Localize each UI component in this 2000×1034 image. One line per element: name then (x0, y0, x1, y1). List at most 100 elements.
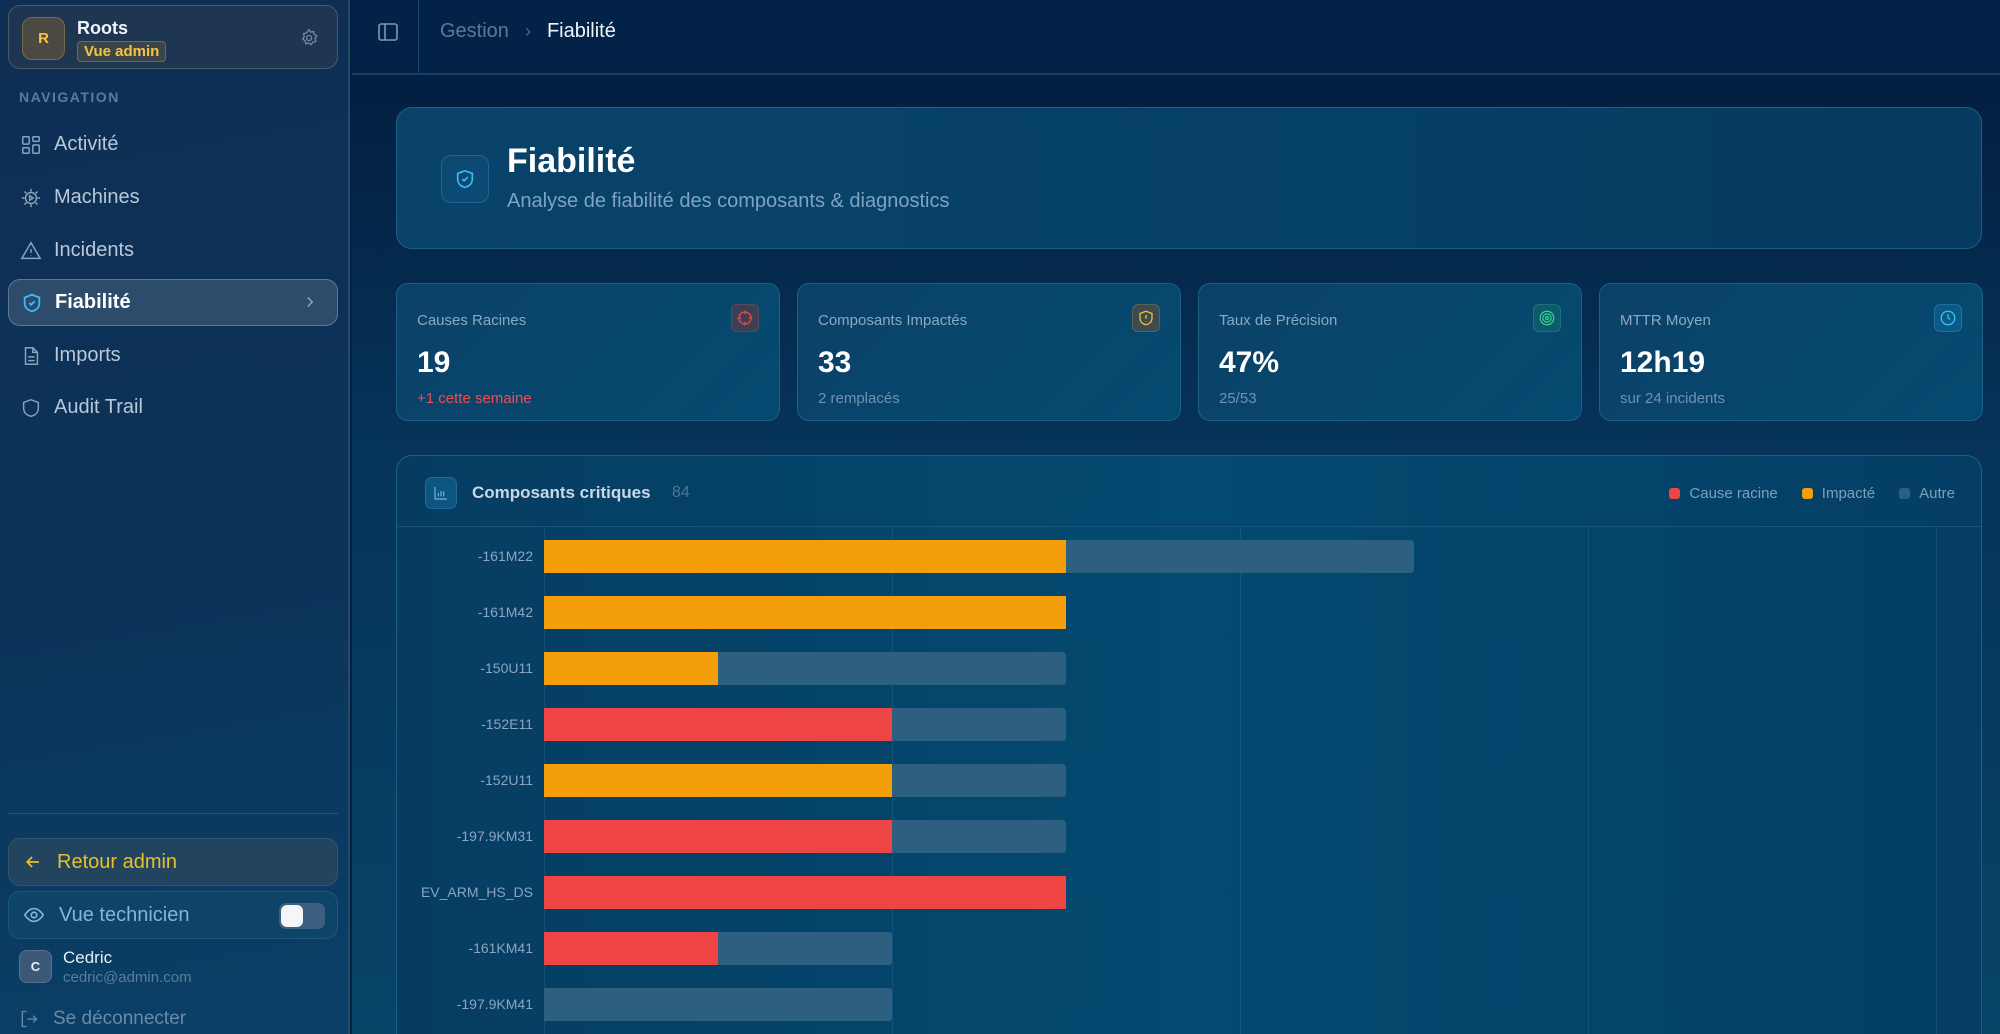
bar-segment-autre[interactable] (1066, 540, 1414, 573)
user-avatar: C (19, 950, 52, 983)
grid-line (1240, 528, 1241, 1034)
chart-row[interactable]: -197.9KM41 (397, 988, 1981, 1021)
legend-item-other[interactable]: Autre (1899, 485, 1955, 502)
sidebar-item-imports[interactable]: Imports (8, 332, 338, 379)
stat-value: 33 (818, 346, 852, 379)
breadcrumb-current: Fiabilité (546, 20, 616, 42)
bar-segment-autre[interactable] (892, 820, 1066, 853)
bar-segment-cause-racine[interactable] (544, 820, 892, 853)
bar-segment-impacté[interactable] (544, 596, 1066, 629)
sidebar-toggle-icon[interactable] (376, 20, 400, 44)
topbar-separator (418, 0, 419, 75)
sidebar-item-audit-trail[interactable]: Audit Trail (8, 384, 338, 431)
target-icon (1533, 304, 1561, 332)
critical-components-chart: Composants critiques 84 Cause racine Imp… (396, 455, 1982, 1034)
page-header: Fiabilité Analyse de fiabilité des compo… (396, 107, 1982, 249)
sidebar-item-machines[interactable]: Machines (8, 174, 338, 221)
chart-legend: Cause racine Impacté Autre (1669, 485, 1955, 502)
bar-segment-autre[interactable] (718, 652, 1066, 685)
row-label: -161KM41 (468, 940, 533, 956)
row-label: -161M42 (477, 604, 533, 620)
legend-item-root-cause[interactable]: Cause racine (1669, 485, 1778, 502)
sidebar-item-fiabilite[interactable]: Fiabilité (8, 279, 338, 326)
back-to-admin-label: Retour admin (57, 850, 178, 873)
chart-row[interactable]: -161KM41 (397, 932, 1981, 965)
org-avatar: R (22, 17, 65, 60)
shield-check-icon (441, 155, 489, 203)
bar-segment-cause-racine[interactable] (544, 876, 1066, 909)
row-label: -152E11 (481, 716, 533, 732)
toggle-knob (281, 905, 303, 927)
row-label: -197.9KM41 (456, 996, 533, 1012)
stat-label: Composants Impactés (818, 312, 968, 329)
crosshair-icon (731, 304, 759, 332)
shield-alert-icon (1132, 304, 1160, 332)
bar-chart-icon (425, 477, 457, 509)
legend-swatch (1899, 488, 1911, 499)
arrow-left-icon (23, 852, 43, 872)
chart-row[interactable]: -197.9KM31 (397, 820, 1981, 853)
bar-segment-impacté[interactable] (544, 540, 1066, 573)
sidebar-item-label: Audit Trail (54, 396, 143, 418)
chart-row[interactable]: -152U11 (397, 764, 1981, 797)
legend-swatch (1669, 488, 1681, 499)
stat-card-impacted-components: Composants Impactés 33 2 remplacés (797, 283, 1181, 421)
user-name: Cedric (63, 948, 113, 967)
legend-swatch (1801, 488, 1813, 499)
stat-label: MTTR Moyen (1620, 312, 1711, 329)
bar-segment-impacté[interactable] (544, 652, 718, 685)
bar-segment-autre[interactable] (718, 932, 892, 965)
chart-row[interactable]: -152E11 (397, 708, 1981, 741)
stat-value: 19 (417, 346, 451, 379)
sidebar-item-label: Imports (54, 344, 121, 366)
sidebar-item-label: Activité (54, 133, 119, 155)
main-content: Fiabilité Analyse de fiabilité des compo… (352, 77, 2000, 1034)
technician-view-label: Vue technicien (59, 903, 190, 926)
user-email: cedric@admin.com (63, 969, 192, 986)
warning-icon (20, 240, 42, 262)
chevron-right-icon: › (524, 21, 531, 41)
bar-segment-impacté[interactable] (544, 764, 892, 797)
sidebar-divider (8, 813, 338, 814)
breadcrumb-gestion[interactable]: Gestion (440, 20, 509, 42)
chart-row[interactable]: -150U11 (397, 652, 1981, 685)
clock-icon (1934, 304, 1962, 332)
nav-heading: NAVIGATION (19, 89, 120, 105)
sidebar-item-activite[interactable]: Activité (8, 121, 338, 168)
page-subtitle: Analyse de fiabilité des composants & di… (507, 190, 950, 212)
back-to-admin-button[interactable]: Retour admin (8, 838, 338, 886)
shield-icon (20, 397, 42, 419)
chart-header: Composants critiques 84 Cause racine Imp… (397, 456, 1981, 527)
logout-label: Se déconnecter (53, 1008, 187, 1029)
technician-view-row: Vue technicien (8, 891, 338, 939)
sidebar-item-incidents[interactable]: Incidents (8, 227, 338, 274)
bar-segment-autre[interactable] (892, 708, 1066, 741)
org-name: Roots (77, 18, 128, 38)
bar-segment-autre[interactable] (544, 988, 892, 1021)
sidebar-item-label: Fiabilité (55, 291, 131, 313)
gear-icon[interactable] (299, 28, 319, 48)
chart-row[interactable]: -161M22 (397, 540, 1981, 573)
chevron-right-icon (307, 296, 314, 308)
bar-segment-cause-racine[interactable] (544, 932, 718, 965)
bar-segment-cause-racine[interactable] (544, 708, 892, 741)
stat-sub: 25/53 (1219, 390, 1257, 407)
chart-row[interactable]: EV_ARM_HS_DS (397, 876, 1981, 909)
stat-value: 47% (1219, 346, 1280, 379)
org-switcher[interactable]: R Roots Vue admin (8, 5, 338, 69)
row-label: -161M22 (477, 548, 533, 564)
grid-line (1588, 528, 1589, 1034)
stat-card-root-causes: Causes Racines 19 +1 cette semaine (396, 283, 780, 421)
bar-segment-autre[interactable] (892, 764, 1066, 797)
legend-item-impacted[interactable]: Impacté (1801, 485, 1875, 502)
eye-icon (23, 904, 45, 926)
stat-value: 12h19 (1620, 346, 1706, 379)
technician-view-toggle[interactable] (279, 903, 325, 929)
stat-sub: sur 24 incidents (1620, 390, 1726, 407)
chart-plot-area: -161M22 -161M42 -150U11 -152E11 -152U11 -197.… (397, 528, 1981, 1034)
grid-line (1936, 528, 1937, 1034)
stat-card-mttr: MTTR Moyen 12h19 sur 24 incidents (1599, 283, 1983, 421)
chart-row[interactable]: -161M42 (397, 596, 1981, 629)
logout-button[interactable]: Se déconnecter (19, 1008, 186, 1030)
logout-icon (19, 1009, 39, 1029)
